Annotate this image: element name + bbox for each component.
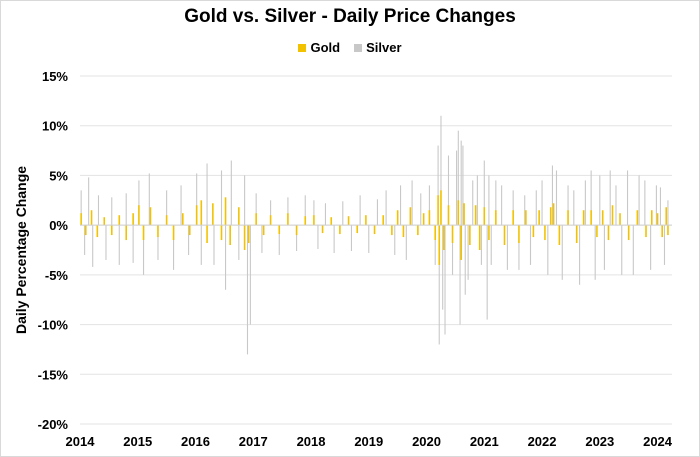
- legend-item-gold: Gold: [298, 40, 340, 55]
- x-tick-label: 2016: [181, 434, 210, 449]
- y-tick-label: 0%: [49, 218, 68, 233]
- legend-item-silver: Silver: [354, 40, 402, 55]
- legend-swatch-silver: [354, 43, 363, 52]
- x-tick-label: 2018: [297, 434, 326, 449]
- y-axis-label: Daily Percentage Change: [13, 166, 29, 334]
- x-tick-label: 2019: [354, 434, 383, 449]
- chart-title: Gold vs. Silver - Daily Price Changes: [184, 6, 516, 27]
- x-tick-label: 2022: [528, 434, 557, 449]
- x-tick-label: 2017: [239, 434, 268, 449]
- legend-label-gold: Gold: [310, 40, 341, 55]
- x-tick-label: 2020: [412, 434, 441, 449]
- y-tick-label: -20%: [38, 417, 69, 432]
- legend-swatch-gold: [298, 43, 307, 52]
- y-tick-label: 10%: [42, 119, 68, 134]
- y-tick-label: -10%: [38, 318, 69, 333]
- y-tick-label: 15%: [42, 69, 68, 84]
- legend-label-silver: Silver: [366, 40, 402, 55]
- y-tick-label: 5%: [49, 168, 68, 183]
- y-tick-label: -15%: [38, 367, 69, 382]
- x-tick-label: 2024: [643, 434, 673, 449]
- x-tick-label: 2014: [66, 434, 96, 449]
- legend: Gold Silver: [0, 40, 700, 55]
- x-tick-label: 2023: [585, 434, 614, 449]
- x-tick-label: 2015: [123, 434, 152, 449]
- y-tick-label: -5%: [45, 268, 69, 283]
- x-tick-label: 2021: [470, 434, 499, 449]
